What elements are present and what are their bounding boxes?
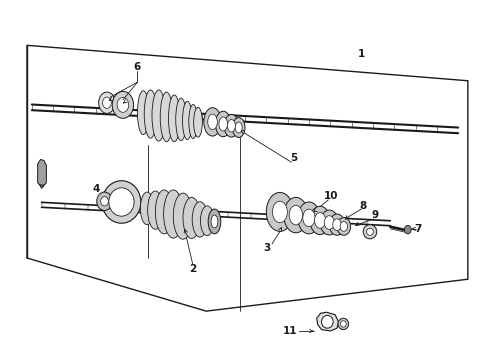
Ellipse shape — [98, 92, 115, 113]
Ellipse shape — [155, 190, 173, 234]
Ellipse shape — [169, 95, 180, 142]
Ellipse shape — [183, 197, 200, 238]
Polygon shape — [39, 184, 45, 189]
Ellipse shape — [109, 188, 134, 216]
Polygon shape — [27, 45, 468, 311]
Text: 2: 2 — [189, 264, 196, 274]
Ellipse shape — [341, 321, 346, 327]
Ellipse shape — [267, 192, 294, 231]
Ellipse shape — [367, 228, 373, 235]
Ellipse shape — [176, 98, 186, 141]
Text: 6: 6 — [134, 62, 141, 72]
Ellipse shape — [324, 216, 334, 229]
Ellipse shape — [224, 114, 239, 137]
Ellipse shape — [160, 92, 173, 142]
Ellipse shape — [340, 221, 347, 231]
Text: 10: 10 — [324, 190, 339, 201]
Ellipse shape — [227, 120, 235, 132]
Ellipse shape — [144, 90, 157, 138]
Ellipse shape — [204, 108, 221, 136]
Ellipse shape — [200, 206, 214, 236]
Ellipse shape — [315, 213, 326, 228]
Ellipse shape — [208, 114, 218, 130]
Ellipse shape — [112, 91, 134, 118]
Text: 8: 8 — [360, 201, 367, 211]
Ellipse shape — [152, 90, 166, 141]
Ellipse shape — [333, 219, 342, 230]
Ellipse shape — [173, 193, 193, 239]
Ellipse shape — [100, 197, 108, 206]
Ellipse shape — [216, 111, 231, 137]
Ellipse shape — [284, 197, 308, 233]
Ellipse shape — [102, 181, 141, 223]
Text: 4: 4 — [92, 184, 99, 194]
Ellipse shape — [138, 91, 149, 135]
Text: 1: 1 — [358, 49, 365, 59]
Ellipse shape — [303, 209, 315, 227]
Ellipse shape — [192, 202, 208, 237]
Ellipse shape — [189, 104, 197, 139]
Ellipse shape — [338, 318, 349, 329]
Ellipse shape — [140, 192, 154, 225]
Ellipse shape — [320, 210, 339, 235]
Ellipse shape — [97, 192, 112, 211]
Ellipse shape — [208, 209, 221, 234]
Ellipse shape — [310, 206, 330, 235]
Polygon shape — [317, 312, 339, 331]
Ellipse shape — [102, 97, 111, 108]
Ellipse shape — [329, 214, 345, 235]
Ellipse shape — [272, 201, 287, 222]
Text: 5: 5 — [290, 153, 297, 163]
Ellipse shape — [182, 101, 192, 140]
Ellipse shape — [147, 191, 163, 229]
Ellipse shape — [194, 107, 202, 137]
Ellipse shape — [232, 118, 245, 138]
Ellipse shape — [363, 225, 377, 239]
Text: 9: 9 — [371, 211, 378, 220]
Text: 3: 3 — [264, 243, 271, 253]
Ellipse shape — [219, 117, 227, 131]
Ellipse shape — [117, 98, 129, 112]
Polygon shape — [38, 159, 47, 186]
Text: 7: 7 — [415, 224, 422, 234]
Ellipse shape — [404, 225, 411, 234]
Ellipse shape — [321, 315, 333, 328]
Ellipse shape — [211, 215, 218, 228]
Text: 11: 11 — [283, 326, 297, 336]
Ellipse shape — [337, 217, 351, 235]
Ellipse shape — [235, 122, 242, 133]
Ellipse shape — [289, 205, 302, 225]
Ellipse shape — [164, 190, 183, 238]
Ellipse shape — [298, 202, 320, 234]
